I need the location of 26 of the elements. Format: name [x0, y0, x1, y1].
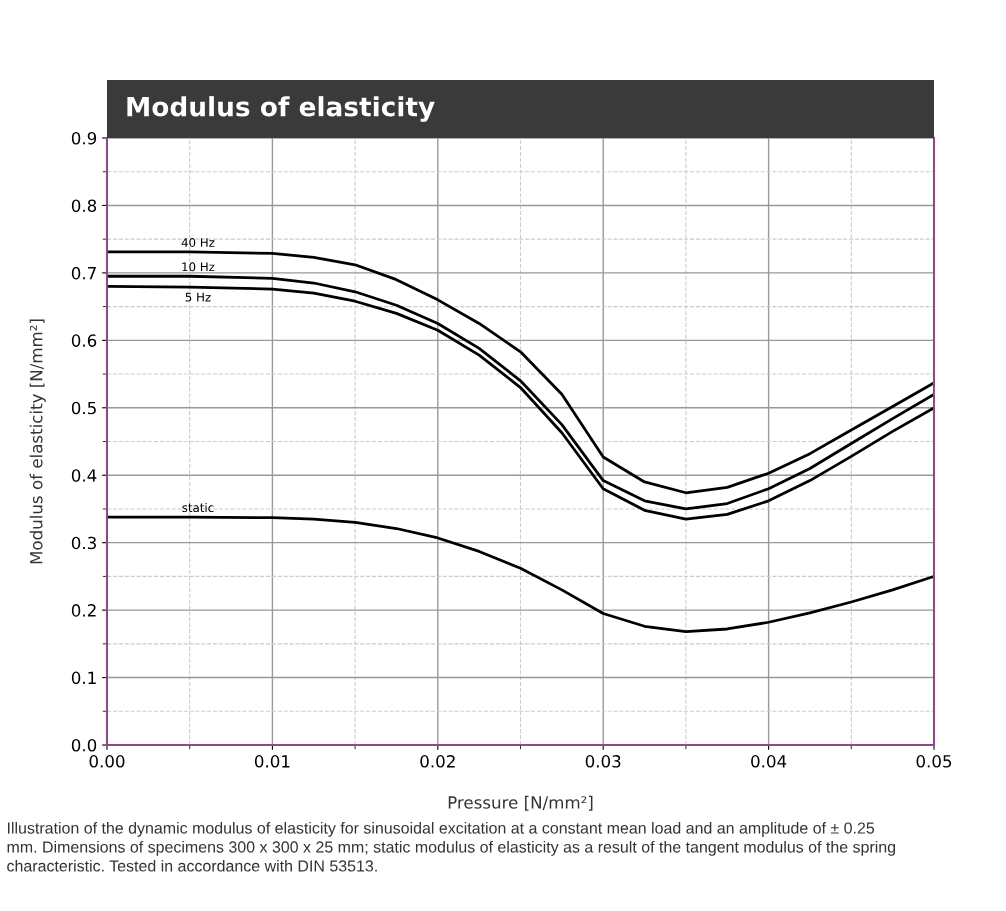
- series-label: 40 Hz: [181, 238, 215, 247]
- y-tick-label: 0.3: [71, 536, 96, 550]
- series-label: 5 Hz: [185, 292, 211, 302]
- y-tick-label: 0.9: [71, 131, 97, 145]
- line-series: [107, 515, 934, 634]
- x-tick-label: 0.04: [751, 755, 787, 768]
- chart-title: Modulus of elasticity: [127, 96, 435, 122]
- y-axis-title: Modulus of elasticity [N/mm²]: [29, 319, 46, 564]
- y-tick-label: 0.6: [71, 334, 97, 347]
- line-series: [107, 250, 934, 495]
- y-tick-label: 0.4: [71, 469, 97, 482]
- y-tick-label: 0.7: [71, 266, 96, 280]
- y-tick-label: 0.5: [71, 401, 96, 415]
- x-tick-label: 0.00: [89, 755, 125, 768]
- y-tick-label: 0.2: [71, 604, 96, 617]
- y-tick-label: 0.0: [71, 738, 97, 752]
- series-label: static: [182, 502, 214, 513]
- text: Illustration of the dynamic modulus of elasticity for sinusoidal excitation at a constant mean load and an amplitude of ± 0.25 mm. Dimensions of specimens 300 x 300 x 25 mm; static modulus of elasticity as a result of the tangent modulus of the spring characteristic. Tested in accordance with DIN 53513.: [7, 822, 896, 872]
- series-label: 10 Hz: [182, 262, 215, 272]
- y-tick-label: 0.8: [71, 199, 97, 213]
- x-tick-label: 0.02: [420, 755, 455, 768]
- x-tick-label: 0.05: [916, 755, 952, 768]
- x-tick-label: 0.03: [585, 755, 621, 768]
- y-tick-label: 0.1: [71, 671, 96, 685]
- x-tick-label: 0.01: [254, 755, 290, 768]
- x-axis-title: Pressure [N/mm²]: [448, 795, 593, 811]
